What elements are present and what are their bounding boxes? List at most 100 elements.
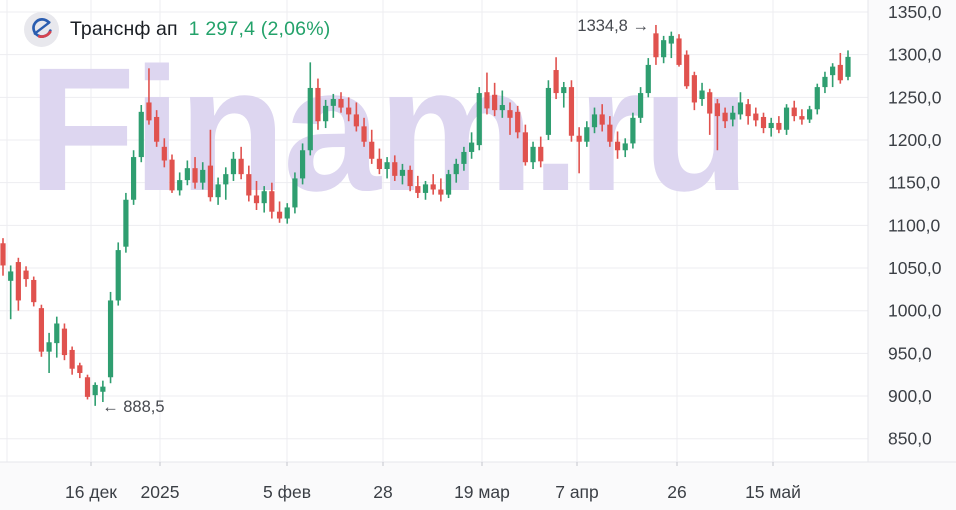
candle-body-down [538, 146, 544, 162]
candle-body-up [637, 93, 644, 118]
candle-body-down [69, 349, 75, 369]
candle-body-down [353, 114, 359, 127]
candle-body-up [299, 150, 306, 179]
candle-body-up [468, 142, 475, 152]
candle-body-down [599, 114, 605, 125]
candle-wick-down [578, 127, 580, 174]
candle-body-up [215, 184, 221, 198]
candle-body-down [84, 377, 91, 397]
candle-body-up [292, 178, 298, 208]
candle-wick-down [716, 99, 719, 151]
candle-body-up [54, 323, 60, 344]
price-axis-label: 1350,0 [888, 2, 942, 22]
candle-body-down [23, 270, 29, 280]
candle-wick-down [148, 68, 150, 125]
candle-wick-up [48, 332, 50, 373]
candle-body-up [284, 207, 290, 219]
candle-body-up [783, 107, 790, 130]
candle-body-up [445, 174, 452, 195]
price-axis-label: 1300,0 [888, 45, 942, 65]
candle-wick-up [670, 31, 673, 59]
candle-body-up [453, 163, 459, 175]
candle-body-down [507, 110, 513, 118]
candle-body-down [31, 279, 37, 303]
candle-body-down [799, 116, 805, 120]
candle-body-up [645, 64, 651, 94]
candle-body-down [207, 165, 214, 198]
candle-body-down [707, 92, 713, 114]
candle-body-down [376, 158, 383, 170]
candle-body-up [530, 146, 536, 163]
candle-body-down [753, 113, 759, 121]
candle-wick-up [9, 265, 12, 320]
candle-body-down [691, 75, 697, 103]
change-percent: (2,06%) [260, 18, 331, 40]
candle-body-up [461, 151, 467, 164]
candle-body-up [46, 342, 52, 352]
candle-body-up [123, 199, 129, 247]
candle-body-down [745, 104, 751, 117]
candle-body-down [169, 159, 175, 191]
candle-body-up [323, 105, 329, 122]
watermark-text: Finam.ru [28, 32, 747, 228]
candle-body-up [130, 157, 137, 200]
candle-body-up [591, 114, 598, 128]
price-axis-label: 1100,0 [888, 215, 940, 235]
candle-body-up [100, 386, 106, 392]
candle-body-down [714, 103, 721, 117]
time-axis-label: 28 [373, 482, 392, 502]
candle-body-up [630, 117, 636, 144]
candle-body-down [568, 87, 575, 136]
candle-body-down [15, 262, 21, 301]
candle-body-down [338, 99, 344, 108]
candle-body-up [622, 143, 628, 151]
candle-body-down [269, 191, 275, 212]
instrument-name[interactable]: Транснф ап [70, 18, 178, 40]
candle-body-down [0, 243, 6, 266]
candle-body-down [722, 112, 728, 122]
candle-body-down [676, 38, 682, 65]
candle-body-up [806, 109, 813, 120]
candle-body-down [614, 141, 621, 151]
finam-logo-icon [24, 12, 59, 47]
price-axis-label: 950,0 [888, 343, 932, 363]
candle-body-down [146, 102, 152, 121]
candle-body-down [791, 107, 797, 117]
candle-body-down [61, 328, 68, 356]
candle-body-up [307, 87, 313, 151]
candle-body-down [653, 33, 659, 58]
candle-body-up [476, 93, 482, 146]
candle-body-up [814, 87, 820, 110]
price-extreme-annotation: ← 888,5 [102, 398, 164, 416]
candle-body-down [515, 111, 521, 133]
price-axis-label: 900,0 [888, 386, 932, 406]
candle-body-down [238, 158, 244, 175]
candle-wick-down [509, 102, 511, 135]
candle-body-up [584, 127, 590, 142]
candle-body-down [484, 92, 490, 109]
candle-body-up [177, 180, 183, 191]
candle-body-up [107, 300, 114, 378]
candle-body-up [384, 162, 390, 170]
candle-body-down [522, 132, 528, 163]
candle-body-up [830, 66, 836, 76]
candle-body-down [415, 186, 421, 193]
candle-body-up [184, 168, 190, 181]
candle-body-down [430, 184, 436, 190]
time-axis-label: 26 [667, 482, 686, 502]
candle-body-up [668, 35, 674, 44]
candle-body-down [192, 168, 198, 183]
candle-body-up [845, 56, 851, 77]
candle-body-up [261, 191, 267, 204]
candle-body-up [499, 105, 505, 111]
candle-body-up [699, 90, 705, 100]
price-axis-label: 1200,0 [888, 130, 942, 150]
candle-body-down [276, 211, 283, 219]
candle-body-down [684, 54, 690, 87]
candle-body-down [407, 169, 413, 187]
candle-body-down [77, 365, 83, 373]
price-axis-label: 1250,0 [888, 87, 942, 107]
candle-body-down [315, 87, 321, 122]
